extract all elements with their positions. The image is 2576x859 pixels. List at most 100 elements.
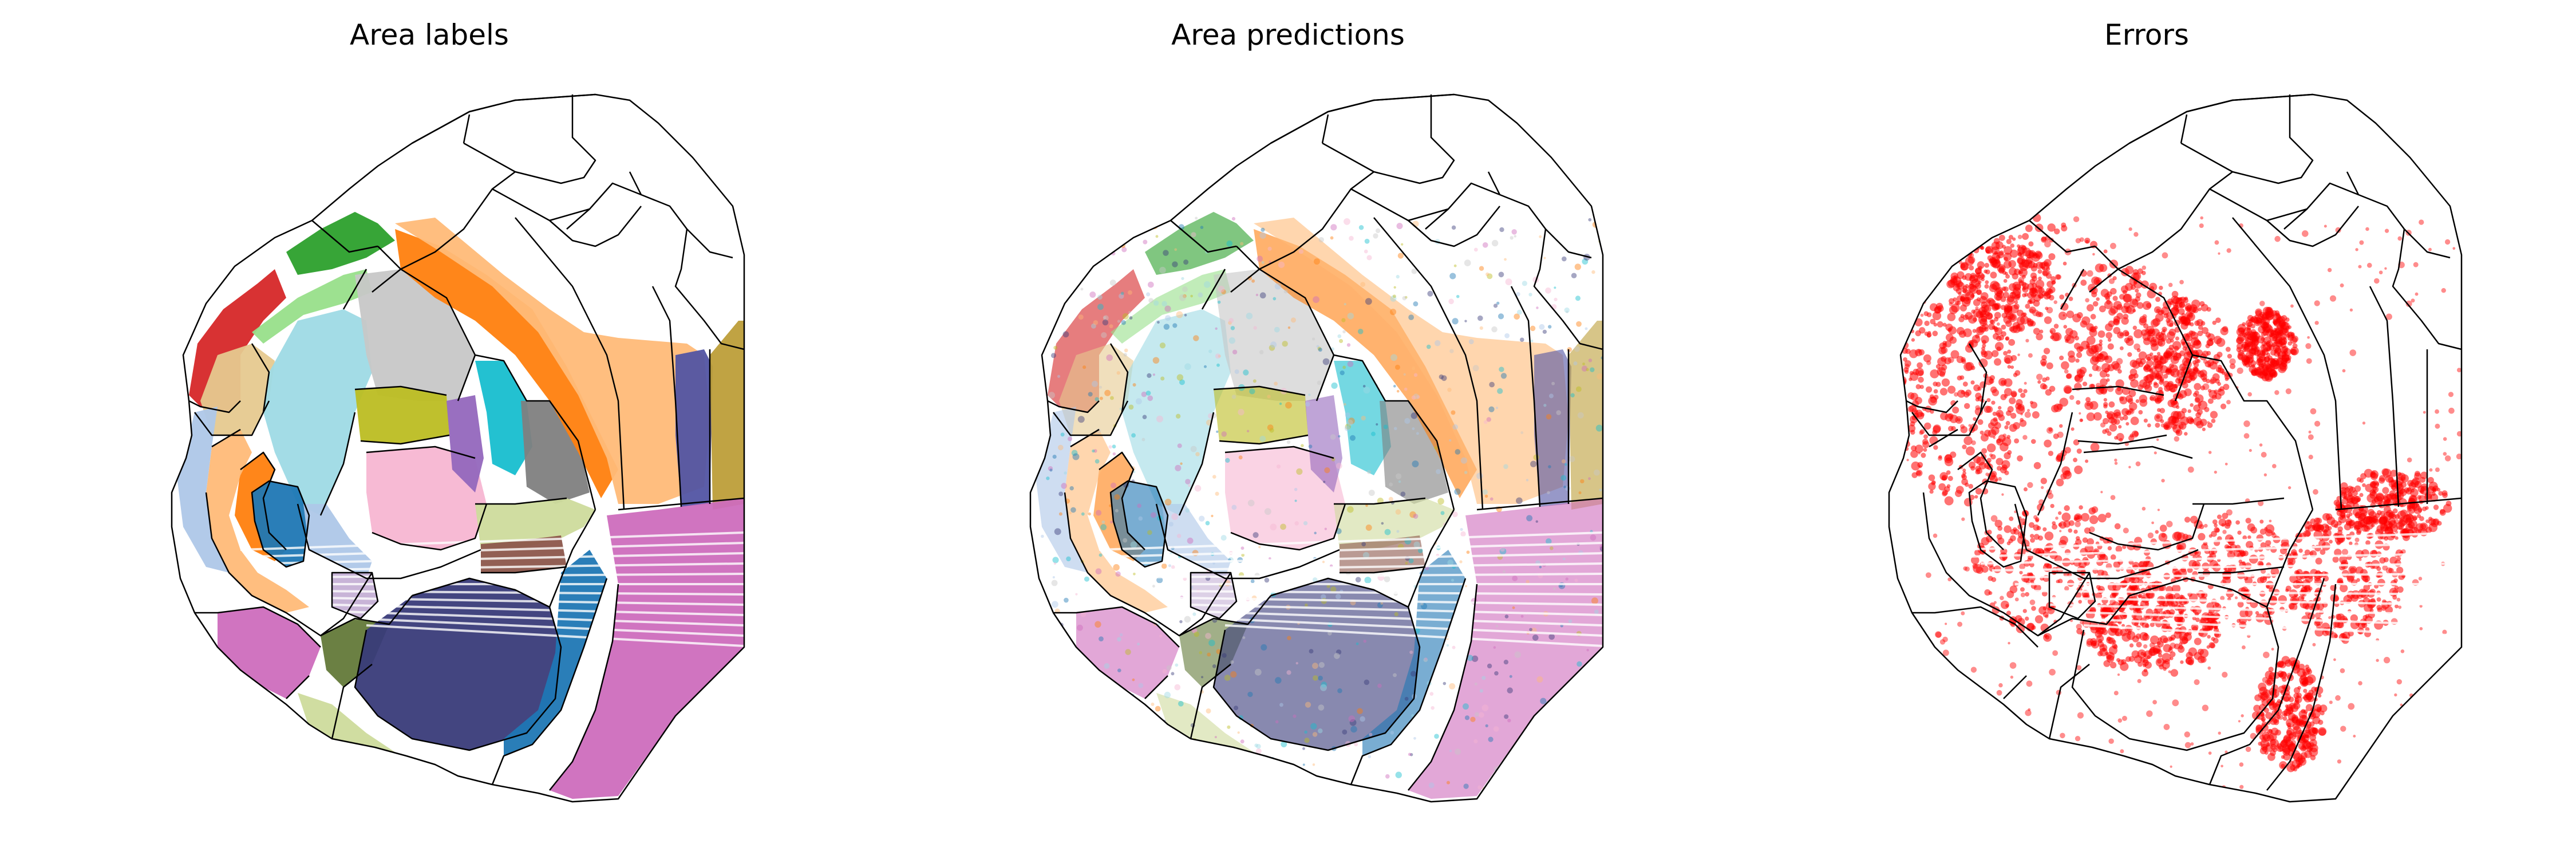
area-border [515, 217, 625, 510]
area-region [395, 218, 710, 504]
area-border [1064, 492, 1232, 637]
area-border [1906, 400, 1958, 413]
area-border [2071, 577, 2279, 751]
area-border [2095, 171, 2233, 270]
area-border [311, 220, 378, 253]
area-region [1036, 407, 1088, 573]
area-border [674, 228, 745, 350]
area-region [355, 387, 449, 444]
area-border [400, 268, 476, 401]
panel-title: Errors [2104, 18, 2189, 52]
area-border [1155, 503, 1340, 580]
cortical-area-map [1029, 93, 1604, 803]
area-border [319, 412, 356, 516]
area-border [1968, 343, 1988, 413]
area-border [342, 269, 368, 310]
area-border [1259, 268, 1335, 401]
area-border [1109, 343, 1129, 413]
area-border [549, 584, 619, 791]
area-border [1333, 354, 1455, 510]
area-region [675, 349, 713, 507]
area-region [1254, 218, 1568, 504]
area-border [251, 343, 270, 413]
area-border [297, 503, 481, 580]
area-border [1213, 385, 1306, 396]
panel-title: Area labels [350, 18, 509, 52]
area-border [549, 182, 733, 259]
area-region [1254, 229, 1477, 498]
cortex-outline [171, 93, 745, 803]
area-border [1099, 451, 1145, 550]
area-border [354, 577, 562, 751]
area-border [2129, 93, 2313, 144]
area-border [1190, 664, 1231, 739]
area-border [1350, 578, 1467, 785]
area-border [360, 434, 450, 445]
area-border [2037, 595, 2130, 637]
area-border [2192, 354, 2314, 510]
area-border [1219, 434, 1309, 445]
area-border [2003, 675, 2027, 699]
cortex-outline [1888, 93, 2463, 803]
area-region [395, 229, 618, 498]
area-border [1178, 412, 1215, 516]
area-region [475, 361, 532, 475]
area-border [1340, 566, 1426, 574]
area-border [2014, 503, 2199, 580]
area-border [331, 572, 379, 620]
area-border [2048, 572, 2096, 620]
area-border [481, 566, 567, 574]
area-region [206, 430, 309, 613]
area-region [1122, 309, 1231, 515]
area-border [2117, 268, 2194, 401]
area-border [1407, 509, 1455, 608]
area-border [1270, 93, 1455, 144]
area-region [1162, 504, 1231, 578]
area-border [320, 595, 413, 637]
area-region [1340, 535, 1425, 573]
area-border [2208, 578, 2325, 785]
area-region [447, 395, 484, 492]
area-border [1170, 220, 1237, 253]
area-border [366, 446, 476, 459]
cortical-area-map [1888, 93, 2463, 803]
area-border [1070, 428, 1100, 448]
area-border [1212, 577, 1421, 751]
area-region [263, 309, 372, 515]
area-border [1373, 217, 1484, 510]
area-region [200, 344, 275, 435]
area-border [286, 675, 310, 699]
area-region [1156, 693, 1259, 762]
area-border [618, 497, 745, 511]
area-border [1109, 480, 1169, 568]
area-border [2029, 220, 2096, 253]
panel-title: Area predictions [1171, 18, 1405, 52]
area-border [1144, 675, 1168, 699]
area-region [710, 321, 744, 510]
area-region [1145, 212, 1254, 275]
area-border [2060, 269, 2085, 310]
area-border [195, 606, 321, 648]
area-border [2198, 566, 2285, 574]
area-region [475, 498, 595, 550]
area-border [1350, 188, 1409, 222]
area-region [1214, 387, 1308, 444]
area-border [566, 208, 590, 230]
area-border [475, 497, 567, 505]
area-region [521, 401, 590, 504]
area-border [2209, 188, 2267, 222]
area-region [1568, 321, 1603, 510]
area-border [1321, 114, 1329, 144]
area-border [1957, 451, 2004, 550]
area-border [463, 114, 471, 144]
area-border [1224, 446, 1334, 459]
area-border [1230, 269, 1260, 293]
area-border [2089, 503, 2205, 551]
area-border [2266, 509, 2314, 608]
area-region [1334, 361, 1391, 475]
area-region [1534, 349, 1571, 507]
area-region [218, 607, 321, 699]
area-border [2266, 206, 2359, 247]
area-border [1334, 497, 1426, 505]
area-border [354, 385, 447, 396]
